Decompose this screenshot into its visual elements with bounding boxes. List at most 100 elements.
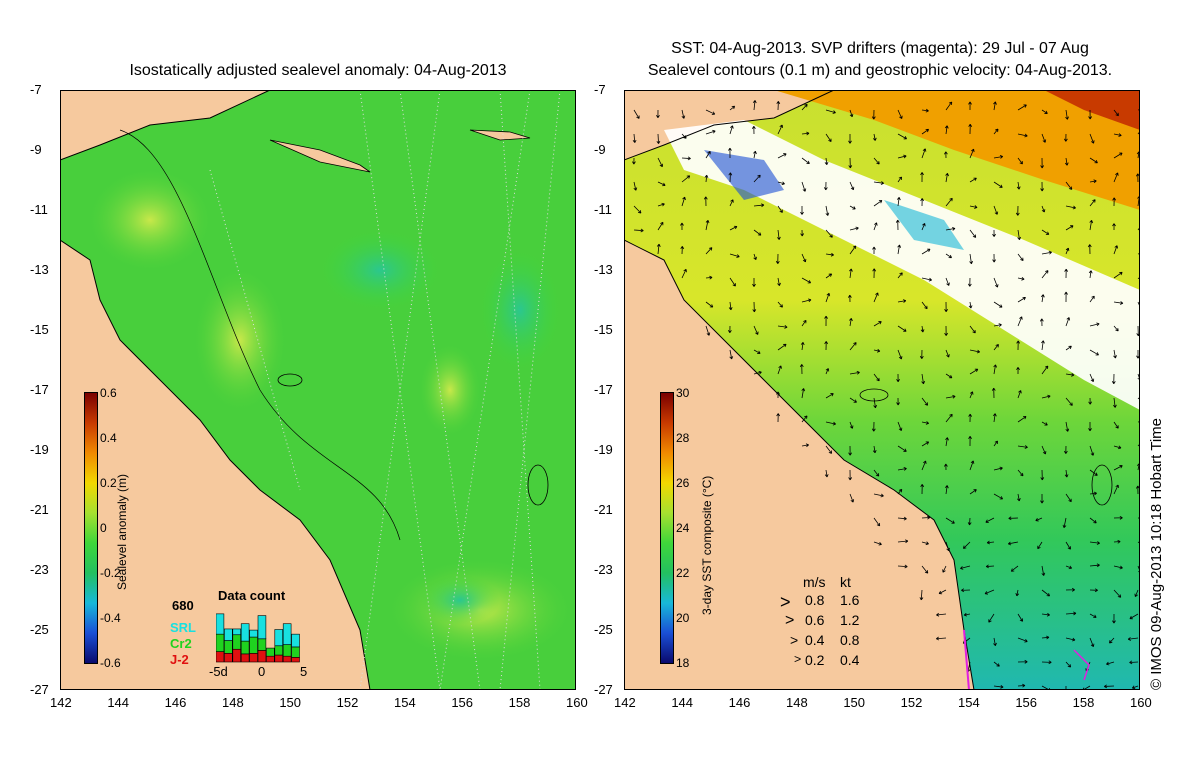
velocity-arrow — [1113, 539, 1121, 544]
velocity-arrow — [1041, 565, 1046, 576]
velocity-arrow — [729, 277, 736, 287]
velocity-arrow — [993, 685, 1004, 689]
velocity-arrow — [681, 175, 691, 183]
velocity-arrow — [921, 301, 928, 310]
velocity-arrow — [776, 101, 781, 111]
velocity-arrow — [921, 373, 926, 385]
velocity-arrow — [1017, 316, 1023, 327]
sst-colorbar-tick-5: 20 — [676, 611, 690, 625]
velocity-arrow — [825, 205, 830, 216]
data-count-bar-6-j2 — [266, 655, 275, 663]
velocity-arrow — [1106, 661, 1115, 666]
data-count-bar-3-srl — [240, 623, 250, 642]
velocity-arrow — [897, 244, 902, 255]
velocity-arrow — [680, 222, 684, 231]
velocity-arrow — [1015, 205, 1020, 216]
velocity-arrow — [801, 103, 808, 111]
velocity-arrow — [1016, 493, 1021, 502]
velocity-arrow — [993, 301, 1003, 308]
velocity-arrow — [969, 460, 975, 471]
data-count-max: 680 — [172, 598, 194, 613]
velocity-arrow — [967, 517, 972, 526]
velocity-arrow — [944, 325, 949, 336]
drifter-track — [963, 629, 970, 690]
velocity-legend-kt-2: 0.8 — [840, 632, 860, 648]
velocity-arrow — [960, 565, 971, 570]
velocity-arrow — [1113, 397, 1117, 408]
velocity-arrow — [1017, 276, 1025, 281]
velocity-arrow — [777, 153, 787, 159]
velocity-arrow — [921, 277, 932, 282]
velocity-arrow — [1017, 390, 1022, 399]
velocity-arrow — [1017, 229, 1022, 241]
velocity-arrow — [680, 246, 685, 255]
velocity-arrow — [1089, 637, 1095, 648]
velocity-arrow — [992, 229, 996, 237]
velocity-arrow — [921, 515, 931, 520]
velocity-arrow — [1065, 493, 1072, 503]
velocity-arrow — [872, 133, 877, 141]
velocity-arrow — [1063, 445, 1068, 454]
velocity-arrow — [728, 147, 732, 159]
right-y-tick--27: -27 — [594, 682, 613, 697]
velocity-arrow — [1089, 133, 1095, 144]
velocity-arrow — [825, 445, 833, 454]
left-x-tick-156: 156 — [451, 695, 474, 710]
data-count-bar-4-srl — [249, 629, 258, 638]
velocity-arrow — [800, 342, 805, 351]
velocity-arrow — [705, 325, 711, 336]
velocity-arrow — [1065, 109, 1069, 120]
velocity-arrow — [936, 636, 947, 641]
velocity-arrow — [824, 469, 829, 478]
sealevel-colorbar-tick-2: 0.2 — [100, 476, 117, 490]
velocity-arrow — [849, 245, 857, 255]
data-count-bar-7-srl — [274, 629, 283, 647]
velocity-arrow — [1104, 684, 1115, 689]
velocity-arrow — [657, 221, 664, 231]
velocity-arrow — [1041, 421, 1048, 426]
velocity-arrow — [801, 415, 808, 423]
velocity-arrow — [776, 413, 781, 423]
velocity-arrow — [1112, 613, 1116, 624]
data-count-bar-2-j2 — [232, 648, 241, 663]
velocity-arrow — [945, 253, 952, 259]
data-count-x-tick-5: 5 — [300, 664, 308, 679]
velocity-arrow — [681, 268, 687, 279]
velocity-arrow — [1137, 130, 1140, 135]
velocity-arrow — [1134, 589, 1139, 597]
sst-map — [624, 90, 1140, 690]
sealevel-colorbar-tick-4: -0.2 — [100, 566, 121, 580]
velocity-arrow — [753, 203, 765, 208]
velocity-arrow — [849, 109, 854, 118]
velocity-arrow — [753, 370, 762, 375]
velocity-arrow — [873, 469, 880, 477]
velocity-arrow — [1017, 683, 1026, 688]
velocity-arrow — [849, 205, 856, 210]
velocity-arrow — [633, 205, 642, 214]
velocity-arrow — [920, 325, 925, 333]
velocity-legend-arrow-0: > — [780, 592, 791, 612]
velocity-arrow — [825, 421, 837, 426]
velocity-arrow — [945, 541, 950, 552]
velocity-arrow — [1113, 565, 1123, 570]
velocity-arrow — [1065, 317, 1071, 327]
velocity-arrow — [800, 229, 805, 237]
velocity-arrow — [1041, 340, 1045, 351]
velocity-legend-arrow-1: > — [785, 612, 795, 629]
data-count-bar-4-cr2 — [249, 636, 258, 654]
left-x-tick-144: 144 — [107, 695, 130, 710]
velocity-arrow — [1089, 469, 1098, 476]
velocity-arrow — [969, 368, 979, 375]
velocity-arrow — [993, 661, 1000, 667]
velocity-arrow — [969, 253, 973, 265]
velocity-arrow — [825, 252, 834, 257]
velocity-arrow — [1127, 637, 1139, 641]
velocity-arrow — [656, 109, 660, 119]
velocity-arrow — [848, 445, 852, 456]
right-y-tick--9: -9 — [594, 142, 606, 157]
left-y-tick--17: -17 — [30, 382, 49, 397]
velocity-arrow — [873, 541, 882, 546]
velocity-arrow — [801, 157, 810, 165]
velocity-arrow — [963, 612, 971, 617]
velocity-arrow — [945, 277, 950, 286]
